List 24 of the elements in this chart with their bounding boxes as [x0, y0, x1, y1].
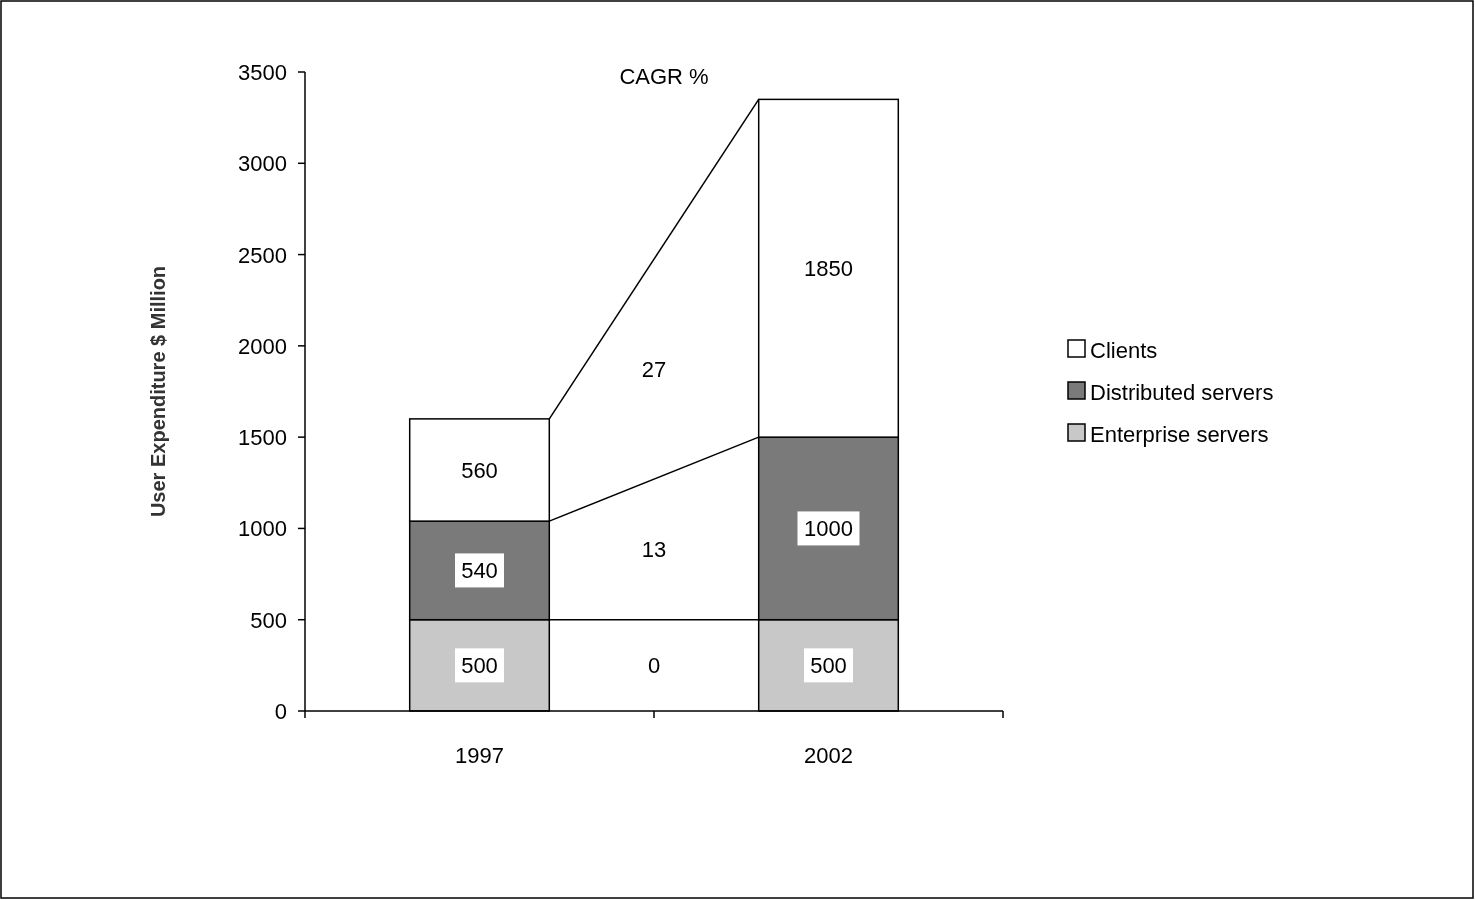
- annotation: 0: [647, 653, 661, 679]
- legend-label: Enterprise servers: [1090, 422, 1269, 447]
- y-tick-label: 3000: [238, 151, 287, 177]
- y-tick-label: 500: [250, 607, 287, 633]
- data-label: 1850: [804, 256, 853, 282]
- y-tick-label: 0: [274, 699, 287, 724]
- annotation: 13: [641, 537, 667, 563]
- y-tick-label: 2500: [238, 242, 287, 268]
- y-axis-title: User Expenditure $ Million: [147, 265, 169, 518]
- data-label: 560: [461, 458, 498, 484]
- y-tick-label: 1000: [238, 516, 287, 542]
- y-tick-label: 2000: [238, 333, 287, 359]
- x-tick-label: 1997: [455, 743, 504, 768]
- annotation: 27: [641, 357, 667, 383]
- data-label: 540: [461, 558, 498, 584]
- y-tick-label: 3500: [238, 60, 287, 85]
- annotation: CAGR %: [619, 64, 709, 89]
- data-label: 500: [810, 653, 847, 679]
- legend-label: Clients: [1090, 338, 1158, 363]
- data-label: 500: [461, 653, 498, 679]
- legend-label: Distributed servers: [1090, 380, 1274, 405]
- data-label: 1000: [804, 516, 853, 542]
- x-tick-label: 2002: [804, 743, 853, 768]
- y-tick-label: 1500: [238, 425, 287, 451]
